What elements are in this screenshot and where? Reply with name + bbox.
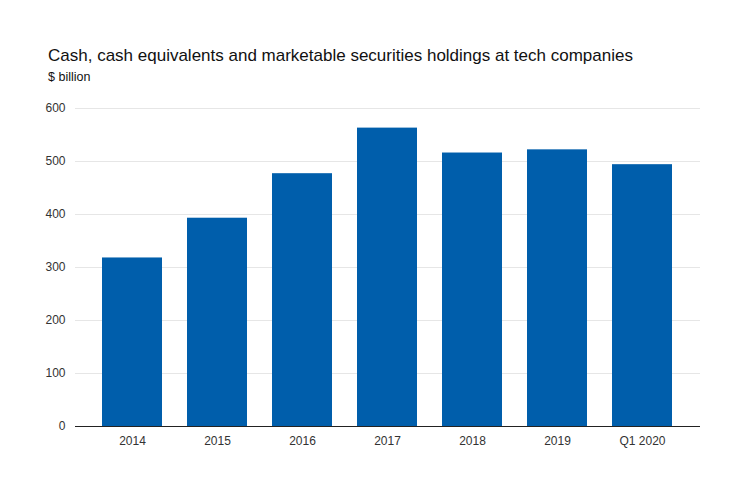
svg-text:400: 400	[45, 207, 65, 221]
html-text:$ billion: $ billion	[48, 70, 91, 84]
svg-text:0: 0	[59, 419, 66, 433]
svg-text:2019: 2019	[544, 434, 571, 448]
html-text:Cash, cash equivalents and mar: Cash, cash equivalents and marketable se…	[48, 46, 633, 65]
svg-text:100: 100	[45, 366, 65, 380]
svg-text:2017: 2017	[374, 434, 401, 448]
svg-text:600: 600	[45, 101, 65, 115]
svg-text:2015: 2015	[204, 434, 231, 448]
svg-text:2016: 2016	[289, 434, 316, 448]
svg-text:Q1 2020: Q1 2020	[619, 434, 665, 448]
svg-text:300: 300	[45, 260, 65, 274]
svg-text:200: 200	[45, 313, 65, 327]
svg-text:2018: 2018	[459, 434, 486, 448]
svg-text:500: 500	[45, 154, 65, 168]
svg-text:2014: 2014	[119, 434, 146, 448]
